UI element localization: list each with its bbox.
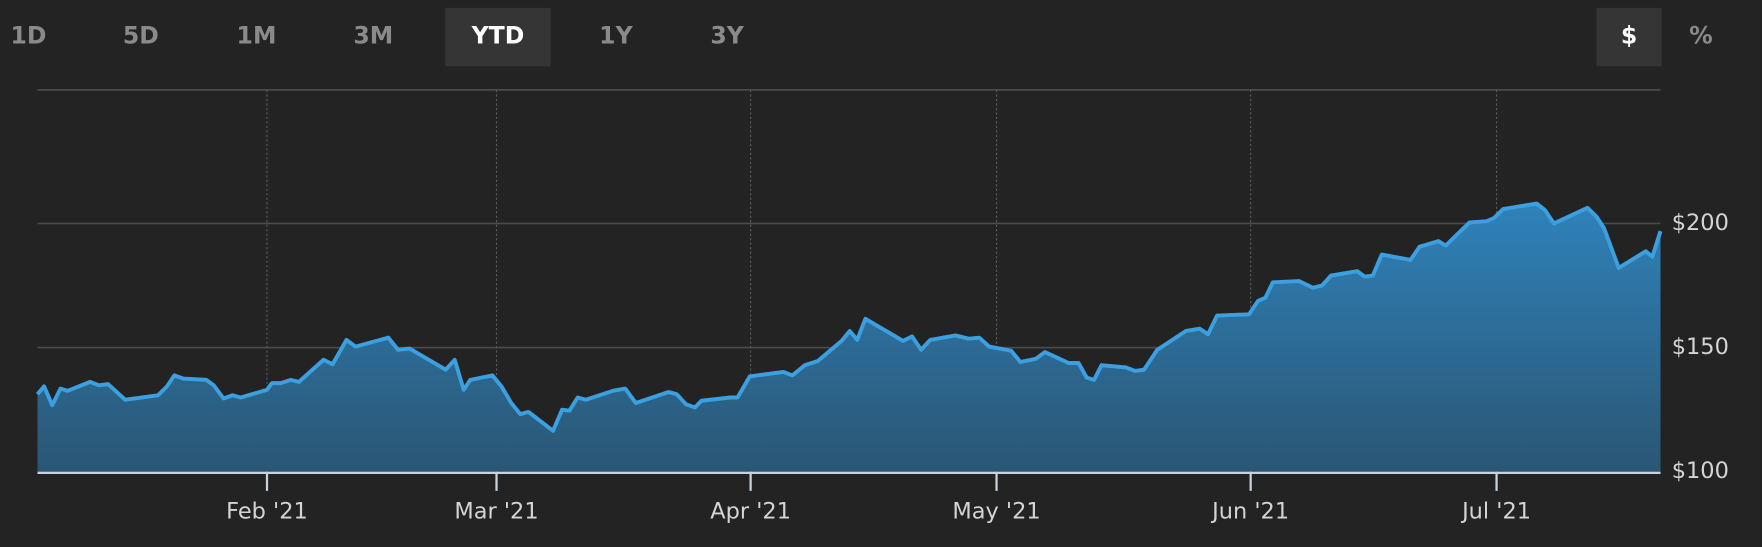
unit-button[interactable]: $ <box>1621 22 1637 50</box>
unit-button[interactable]: % <box>1689 22 1713 50</box>
range-button[interactable]: 1Y <box>599 22 633 50</box>
plot-area <box>35 201 1663 472</box>
x-tick-label: Mar '21 <box>454 499 538 525</box>
x-tick-label: Feb '21 <box>226 499 308 525</box>
y-tick-label: $100 <box>1672 458 1729 484</box>
x-tick-label: Jun '21 <box>1210 499 1289 525</box>
active-button-background <box>445 7 551 67</box>
axes: $100 $150 $200 Feb '21 Mar '21 Apr '21 May '21… <box>37 210 1729 525</box>
range-button[interactable]: 5D <box>123 22 159 50</box>
toolbar: 1D 5D 1M 3M YTD 1Y 3Y $% <box>10 7 1713 67</box>
x-tick-label: Apr '21 <box>710 499 791 525</box>
x-tick-label: May '21 <box>952 499 1040 525</box>
range-button[interactable]: 1D <box>10 22 46 50</box>
active-button-background <box>1596 7 1662 67</box>
range-button[interactable]: 1M <box>237 22 277 50</box>
y-tick-label: $200 <box>1672 210 1729 236</box>
range-button[interactable]: YTD <box>471 22 525 50</box>
price-line <box>35 201 1663 433</box>
range-button[interactable]: 3Y <box>710 22 744 50</box>
range-button[interactable]: 3M <box>353 22 393 50</box>
y-tick-label: $150 <box>1672 334 1729 360</box>
area-fill <box>37 203 1661 472</box>
x-tick-label: Jul '21 <box>1460 499 1531 525</box>
